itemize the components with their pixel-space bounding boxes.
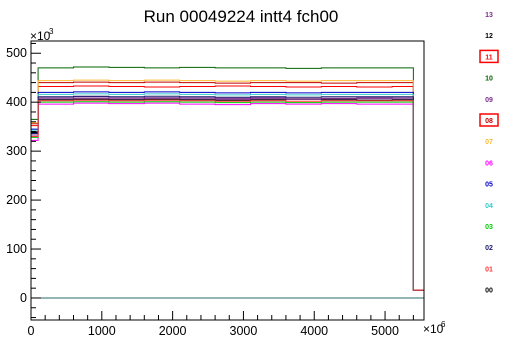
series-line-08 — [30, 81, 424, 320]
legend-highlight-box — [479, 49, 499, 64]
x-tick-label: 3000 — [230, 324, 258, 338]
series-line-00 — [30, 297, 424, 320]
legend-entry-04: 04 — [485, 203, 493, 210]
series-line-12 — [30, 98, 424, 320]
series-line-03 — [30, 101, 424, 320]
y-multiplier-exponent: 3 — [49, 27, 54, 36]
legend-highlight-box — [479, 113, 499, 127]
y-tick-label: 200 — [6, 193, 27, 207]
series-line-09 — [30, 97, 424, 320]
series-line-05 — [30, 91, 424, 320]
y-axis-multiplier: ×10 3 — [30, 27, 54, 43]
x-tick-label: 5000 — [371, 324, 399, 338]
legend-entry-10: 10 — [485, 76, 493, 83]
y-tick-label: 500 — [6, 46, 27, 60]
legend-entry-00: 00 — [485, 288, 493, 295]
x-tick-label: 2000 — [159, 324, 187, 338]
series-line-04 — [30, 93, 424, 320]
x-tick-label: 1000 — [88, 324, 116, 338]
y-tick-label: 100 — [6, 242, 27, 256]
x-tick-label: 0 — [28, 324, 35, 338]
series-line-07 — [30, 79, 424, 320]
series-line-01 — [30, 99, 424, 320]
legend-entry-12: 12 — [485, 33, 493, 40]
series-line-11 — [30, 85, 424, 320]
x-multiplier-exponent: 6 — [441, 320, 446, 329]
legend-entry-06: 06 — [485, 160, 493, 167]
y-tick-label: 0 — [20, 291, 27, 305]
legend-entry-08: 08 — [485, 118, 493, 125]
legend-entry-09: 09 — [485, 97, 493, 104]
series-line-10 — [30, 66, 424, 320]
series-line-06 — [30, 102, 424, 320]
y-tick-label: 300 — [6, 144, 27, 158]
series-line-13 — [30, 96, 424, 320]
y-tick-label: 400 — [6, 95, 27, 109]
legend-entry-05: 05 — [485, 182, 493, 189]
x-tick-label: 4000 — [300, 324, 328, 338]
legend-entry-11: 11 — [485, 54, 493, 61]
series-layer — [30, 66, 424, 320]
legend: 13 12 11 10 09 08 07 06 05 04 03 02 01 00 — [479, 12, 499, 295]
legend-entry-07: 07 — [485, 139, 493, 146]
series-line-02 — [30, 95, 424, 320]
legend-entry-02: 02 — [485, 245, 493, 252]
x-axis-multiplier: ×10 6 — [423, 320, 446, 336]
legend-entry-03: 03 — [485, 224, 493, 231]
y-multiplier-base: ×10 — [30, 29, 51, 43]
legend-entry-13: 13 — [485, 12, 493, 19]
legend-entry-01: 01 — [485, 266, 493, 273]
x-multiplier-base: ×10 — [423, 322, 444, 336]
chart-title: Run 00049224 intt4 fch00 — [144, 7, 339, 26]
